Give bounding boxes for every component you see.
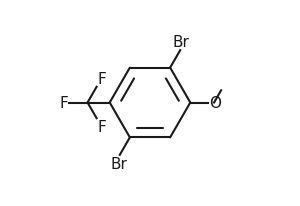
- Text: O: O: [209, 96, 221, 110]
- Text: F: F: [98, 119, 106, 134]
- Text: Br: Br: [110, 156, 127, 171]
- Text: Br: Br: [173, 35, 190, 50]
- Text: F: F: [60, 96, 68, 110]
- Text: F: F: [98, 72, 106, 87]
